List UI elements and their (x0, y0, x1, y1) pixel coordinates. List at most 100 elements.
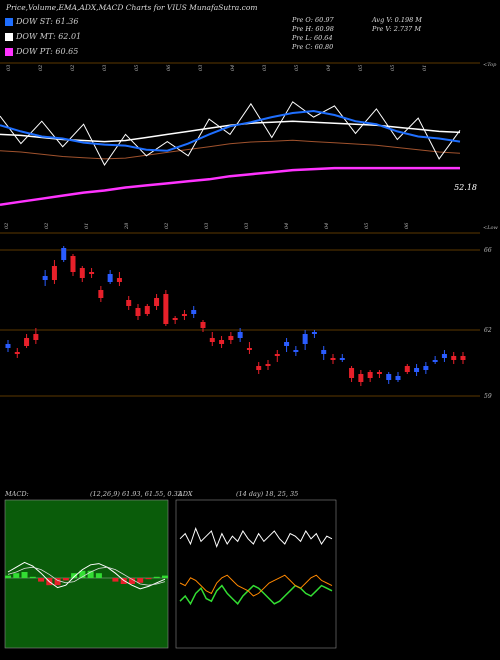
candle-body (135, 308, 141, 316)
candle-body (70, 256, 76, 272)
legend-item-st: DOW ST: 61.36 (5, 17, 78, 26)
candle-body (339, 358, 345, 360)
legend-swatch-pt (5, 47, 13, 56)
macd-hist-bar (145, 578, 152, 580)
candle-body (265, 364, 271, 366)
month-label-bottom: 28 (124, 223, 130, 230)
price-line (0, 101, 461, 166)
macd-signal-line (7, 566, 166, 586)
candle-body (126, 300, 132, 306)
month-label-top: 03 (198, 65, 204, 71)
macd-hist-bar (71, 573, 78, 578)
month-label-top: 05 (358, 65, 364, 71)
month-label-bottom: 03 (244, 223, 250, 229)
candle-body (5, 344, 11, 348)
macd-hist-bar (87, 570, 94, 578)
macd-hist-bar (128, 578, 135, 584)
candle-body (441, 354, 447, 358)
candle-body (51, 266, 57, 280)
month-label-bottom: 04 (284, 223, 290, 229)
candle-body (79, 268, 85, 278)
low-label: <Low (483, 225, 499, 231)
month-label-bottom: 06 (404, 222, 410, 229)
month-label-top: 03 (102, 65, 108, 71)
month-label-top: 06 (166, 64, 172, 71)
candle-body (460, 356, 466, 360)
prev-open: Pre O: 60.97 (292, 16, 334, 24)
y-tick-label: 59 (484, 393, 492, 400)
legend-label-pt: DOW PT: 60.65 (16, 47, 79, 56)
candle-body (98, 290, 104, 298)
prev-close: Pre C: 60.80 (292, 43, 334, 51)
candle-body (256, 366, 262, 370)
macd-hist-bar (54, 578, 61, 586)
month-label-top: 05 (134, 65, 140, 71)
legend-label-st: DOW ST: 61.36 (16, 17, 79, 26)
macd-hist-bar (13, 573, 20, 578)
candle-body (107, 274, 113, 282)
legend-swatch-mt (5, 32, 13, 41)
candle-body (172, 318, 178, 320)
candle-body (423, 366, 429, 370)
macd-params: (12,26,9) 61.93, 61.55, 0.32 (90, 490, 182, 498)
candle-body (33, 334, 39, 340)
candle-body (321, 350, 327, 354)
macd-hist-bar (79, 570, 86, 578)
candle-body (386, 374, 392, 380)
minus-di-line (179, 574, 333, 597)
month-label-bottom: 02 (164, 223, 170, 229)
top-label: <Top (483, 62, 497, 68)
macd-hist-bar (29, 576, 36, 578)
month-label-top: 02 (38, 65, 44, 71)
prev-low: Pre L: 60.64 (292, 34, 333, 42)
month-label-top: 04 (230, 65, 236, 71)
macd-hist-bar (120, 578, 127, 584)
prev-high: Pre H: 60.98 (292, 25, 334, 33)
chart-title: Price,Volume,EMA,ADX,MACD Charts for VIU… (6, 3, 258, 12)
ema-brown-line (0, 139, 461, 160)
candle-body (191, 310, 197, 314)
month-label-bottom: 03 (204, 223, 210, 229)
macd-hist-bar (5, 575, 11, 578)
month-label-top: 01 (422, 65, 428, 71)
macd-hist-bar (137, 578, 144, 583)
candle-body (228, 336, 234, 340)
candle-body (116, 278, 122, 282)
candle-body (376, 372, 382, 374)
candle-body (311, 332, 317, 334)
macd-hist-bar (21, 572, 28, 578)
macd-hist-bar (62, 578, 69, 581)
macd-hist-bar (95, 573, 102, 578)
macd-hist-bar (153, 576, 160, 578)
month-label-bottom: 02 (4, 223, 10, 229)
macd-hist-bar (112, 578, 119, 582)
candle-body (200, 322, 206, 328)
legend-item-pt: DOW PT: 60.65 (5, 47, 78, 56)
candle-body (432, 360, 438, 362)
legend-swatch-st (5, 17, 13, 26)
y-tick-label: 62 (484, 327, 492, 334)
candle-body (14, 352, 20, 354)
month-label-top: 03 (262, 65, 268, 71)
legend-label-mt: DOW MT: 62.01 (16, 32, 82, 41)
adx-line (179, 526, 333, 549)
plus-di-line (179, 584, 333, 606)
candle-body (163, 294, 169, 324)
candle-body (246, 348, 252, 350)
month-label-top: 05 (390, 65, 396, 71)
prev-volume: Pre V: 2.737 M (372, 25, 422, 33)
candle-body (349, 368, 355, 378)
st-line (0, 109, 461, 152)
month-label-top: 02 (70, 65, 76, 71)
month-label-bottom: 05 (364, 223, 370, 229)
candle-body (367, 372, 373, 378)
legend-item-mt: DOW MT: 62.01 (5, 32, 81, 41)
adx-title: ADX (177, 490, 193, 498)
candle-body (181, 314, 187, 316)
macd-hist-bar (38, 578, 45, 582)
candle-body (451, 356, 457, 360)
month-label-bottom: 04 (324, 223, 330, 229)
candle-body (61, 248, 67, 260)
month-label-top: 04 (326, 65, 332, 71)
